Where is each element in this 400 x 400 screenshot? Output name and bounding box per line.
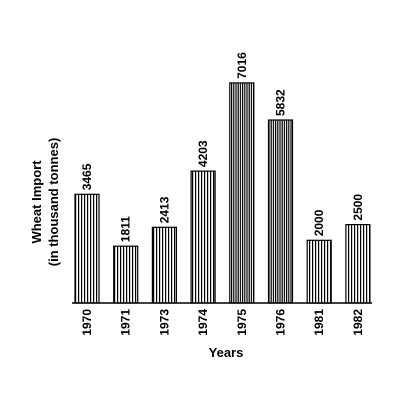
- x-axis-label: Years: [209, 345, 244, 360]
- tick-label-1970: 1970: [80, 309, 94, 336]
- bar-1976: [267, 119, 294, 304]
- value-label-1973: 2413: [157, 196, 171, 223]
- bars-group: [74, 82, 371, 304]
- bar-1973: [151, 226, 177, 304]
- tick-label-1974: 1974: [196, 309, 210, 336]
- bar-1981: [306, 239, 332, 304]
- value-label-1982: 2500: [351, 194, 365, 221]
- value-label-1974: 4203: [196, 140, 210, 167]
- value-label-1981: 2000: [312, 209, 326, 236]
- bar-1971: [113, 245, 139, 304]
- bar-1982: [345, 224, 371, 304]
- value-label-1970: 3465: [80, 163, 94, 190]
- tick-label-1981: 1981: [312, 309, 326, 336]
- y-axis-label-line2: (in thousand tonnes): [46, 138, 61, 267]
- tick-labels-group: 1970 1971 1973 1974 1975 1976 1981 1982: [80, 309, 365, 336]
- tick-label-1973: 1973: [157, 309, 171, 336]
- bar-1974: [190, 170, 216, 304]
- tick-label-1975: 1975: [235, 309, 249, 336]
- value-label-1975: 7016: [235, 52, 249, 79]
- bar-1975: [229, 82, 255, 304]
- value-labels-group: 3465 1811 2413 4203 7016 5832 2000 2500: [80, 52, 365, 242]
- value-label-1971: 1811: [119, 216, 133, 242]
- value-label-1976: 5832: [274, 89, 288, 116]
- bar-1970: [74, 193, 100, 304]
- tick-label-1971: 1971: [119, 309, 133, 336]
- y-axis-label-line1: Wheat Import: [29, 160, 44, 244]
- y-axis-label: Wheat Import (in thousand tonnes): [29, 138, 61, 267]
- tick-label-1982: 1982: [351, 309, 365, 336]
- tick-label-1976: 1976: [274, 309, 288, 336]
